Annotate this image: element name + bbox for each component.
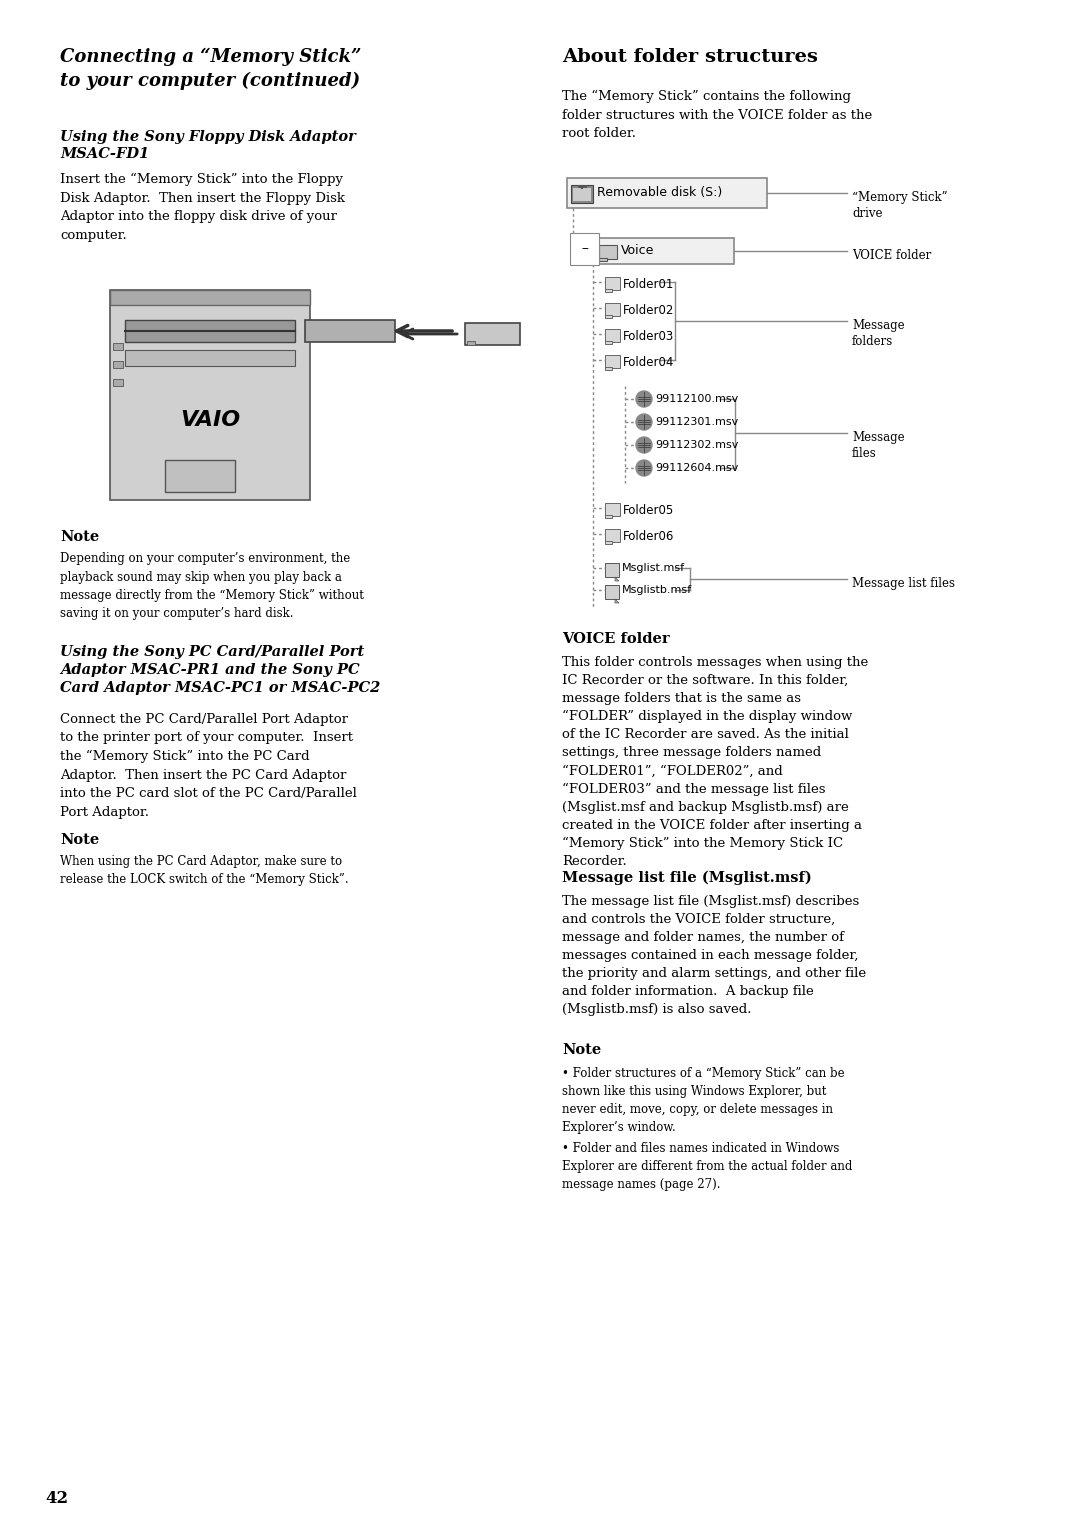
FancyBboxPatch shape [579,239,734,265]
Text: 99112604.msv: 99112604.msv [654,463,739,472]
Circle shape [636,460,652,476]
Text: Depending on your computer’s environment, the
playback sound may skip when you p: Depending on your computer’s environment… [60,552,364,621]
Text: Insert the “Memory Stick” into the Floppy
Disk Adaptor.  Then insert the Floppy : Insert the “Memory Stick” into the Flopp… [60,173,345,242]
FancyBboxPatch shape [571,185,593,203]
Polygon shape [615,599,619,602]
Text: Using the Sony PC Card/Parallel Port
Adaptor MSAC-PR1 and the Sony PC
Card Adapt: Using the Sony PC Card/Parallel Port Ada… [60,645,380,694]
Text: Note: Note [60,833,99,847]
FancyBboxPatch shape [605,541,612,544]
FancyBboxPatch shape [605,303,620,317]
FancyBboxPatch shape [605,503,620,515]
Text: Folder01: Folder01 [623,278,674,291]
FancyBboxPatch shape [110,291,310,304]
Text: Message list file (Msglist.msf): Message list file (Msglist.msf) [562,872,812,885]
FancyBboxPatch shape [599,258,607,261]
Text: 99112302.msv: 99112302.msv [654,440,739,450]
FancyBboxPatch shape [113,361,123,368]
FancyBboxPatch shape [467,341,475,346]
FancyBboxPatch shape [125,350,295,365]
Text: Folder03: Folder03 [623,330,674,342]
FancyBboxPatch shape [605,277,620,291]
FancyBboxPatch shape [605,529,620,541]
Text: “Memory Stick”
drive: “Memory Stick” drive [852,191,947,220]
Text: Msglistb.msf: Msglistb.msf [622,586,692,595]
Text: Folder05: Folder05 [623,505,674,517]
Circle shape [636,414,652,430]
Text: Removable disk (S:): Removable disk (S:) [597,187,723,199]
FancyBboxPatch shape [605,563,619,576]
FancyBboxPatch shape [110,291,310,500]
FancyBboxPatch shape [605,586,619,599]
FancyBboxPatch shape [567,177,767,208]
Text: • Folder structures of a “Memory Stick” can be
shown like this using Windows Exp: • Folder structures of a “Memory Stick” … [562,1067,845,1135]
Text: • Folder and files names indicated in Windows
Explorer are different from the ac: • Folder and files names indicated in Wi… [562,1142,852,1191]
Polygon shape [615,576,619,581]
FancyBboxPatch shape [605,367,612,370]
FancyBboxPatch shape [605,315,612,318]
Text: Message
folders: Message folders [852,320,905,349]
Text: Voice: Voice [621,245,654,257]
FancyBboxPatch shape [605,355,620,368]
Text: Note: Note [562,1043,602,1057]
Text: Msglist.msf: Msglist.msf [622,563,685,573]
FancyBboxPatch shape [605,329,620,342]
FancyBboxPatch shape [605,289,612,292]
FancyBboxPatch shape [605,341,612,344]
Text: Connect the PC Card/Parallel Port Adaptor
to the printer port of your computer. : Connect the PC Card/Parallel Port Adapto… [60,713,356,820]
FancyBboxPatch shape [465,323,519,346]
Text: Folder04: Folder04 [623,356,674,368]
FancyBboxPatch shape [573,188,591,200]
FancyBboxPatch shape [113,342,123,350]
Text: VOICE folder: VOICE folder [852,249,931,261]
Text: −: − [581,245,588,254]
Text: Message
files: Message files [852,431,905,460]
Text: 99112100.msv: 99112100.msv [654,394,739,404]
Text: This folder controls messages when using the
IC Recorder or the software. In thi: This folder controls messages when using… [562,656,868,868]
Text: VOICE folder: VOICE folder [562,631,670,645]
Text: Message list files: Message list files [852,576,955,590]
Circle shape [636,391,652,407]
Text: Folder02: Folder02 [623,304,674,317]
Text: 99112301.msv: 99112301.msv [654,417,739,427]
Text: The “Memory Stick” contains the following
folder structures with the VOICE folde: The “Memory Stick” contains the followin… [562,90,873,141]
FancyBboxPatch shape [605,515,612,518]
Circle shape [636,437,652,453]
Text: Folder06: Folder06 [623,531,674,543]
Text: Connecting a “Memory Stick”
to your computer (continued): Connecting a “Memory Stick” to your comp… [60,47,362,90]
Text: 42: 42 [45,1489,68,1508]
FancyBboxPatch shape [125,320,295,342]
FancyBboxPatch shape [305,320,395,342]
FancyBboxPatch shape [599,245,617,258]
Text: Using the Sony Floppy Disk Adaptor
MSAC-FD1: Using the Sony Floppy Disk Adaptor MSAC-… [60,130,356,161]
Text: VAIO: VAIO [180,410,240,430]
Text: When using the PC Card Adaptor, make sure to
release the LOCK switch of the “Mem: When using the PC Card Adaptor, make sur… [60,855,349,887]
Text: About folder structures: About folder structures [562,47,818,66]
FancyBboxPatch shape [113,379,123,385]
FancyBboxPatch shape [165,460,235,492]
Text: The message list file (Msglist.msf) describes
and controls the VOICE folder stru: The message list file (Msglist.msf) desc… [562,894,866,1015]
Text: Note: Note [60,531,99,544]
